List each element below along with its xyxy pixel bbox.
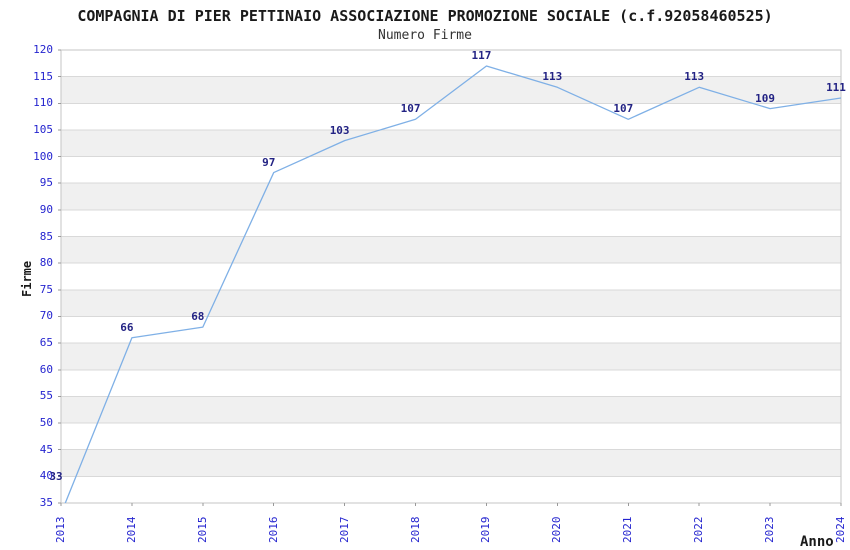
point-value-label: 111: [826, 80, 846, 94]
plot-band: [61, 76, 841, 104]
x-tick-label: 2019: [479, 516, 493, 544]
x-tick-label: 2024: [834, 516, 847, 544]
point-value-label: 68: [191, 310, 205, 324]
plot-border: [60, 49, 842, 504]
y-tick-label: 55: [39, 389, 53, 403]
point-value-label: 117: [471, 48, 492, 62]
y-tick-label: 60: [39, 362, 53, 376]
y-tick-label: 65: [39, 336, 53, 350]
y-tick-label: 90: [39, 202, 53, 216]
chart-subtitle: Numero Firme: [378, 28, 472, 43]
x-tick-label: 2022: [692, 516, 706, 544]
x-tick-label: 2013: [54, 516, 67, 544]
x-tick-label: 2023: [763, 516, 777, 544]
y-tick-label: 70: [39, 309, 53, 323]
plot-band: [61, 343, 841, 370]
plot-band: [61, 289, 841, 317]
y-axis-title: Firme: [20, 260, 34, 297]
x-tick-label: 2015: [195, 516, 209, 544]
point-value-label: 66: [120, 320, 134, 334]
point-value-label: 109: [755, 91, 776, 105]
y-tick-label: 95: [39, 176, 53, 190]
y-tick-label: 40: [39, 469, 53, 483]
point-value-label: 113: [684, 70, 705, 84]
point-value-label: 107: [613, 102, 634, 116]
plot-band: [61, 183, 841, 210]
point-value-label: 97: [262, 155, 276, 169]
plot-band: [61, 396, 841, 424]
plot-band: [61, 129, 841, 157]
x-tick-label: 2018: [408, 516, 422, 544]
point-value-label: 33: [49, 470, 63, 483]
data-line: [64, 65, 841, 503]
plot-band: [61, 449, 841, 477]
point-value-label: 103: [329, 123, 350, 137]
x-tick-label: 2014: [124, 516, 138, 544]
point-value-label: 113: [542, 70, 563, 84]
plot-band: [61, 236, 841, 264]
point-value-label: 107: [400, 102, 421, 116]
y-tick-label: 110: [33, 96, 53, 110]
y-tick-label: 115: [33, 69, 53, 83]
y-tick-label: 100: [33, 149, 53, 163]
x-tick-label: 2017: [337, 516, 351, 544]
y-tick-label: 45: [39, 442, 53, 456]
x-tick-label: 2021: [621, 516, 635, 544]
x-axis-title: Anno: [800, 534, 834, 550]
y-tick-label: 80: [39, 256, 53, 270]
chart-title: COMPAGNIA DI PIER PETTINAIO ASSOCIAZIONE…: [77, 7, 773, 25]
y-tick-label: 85: [39, 229, 53, 243]
x-tick-label: 2016: [266, 516, 280, 544]
y-tick-label: 75: [39, 282, 53, 296]
x-tick-label: 2020: [550, 516, 564, 544]
y-tick-label: 120: [33, 43, 53, 56]
y-tick-label: 50: [39, 416, 53, 430]
y-tick-label: 105: [33, 122, 53, 136]
y-tick-label: 35: [39, 496, 53, 509]
